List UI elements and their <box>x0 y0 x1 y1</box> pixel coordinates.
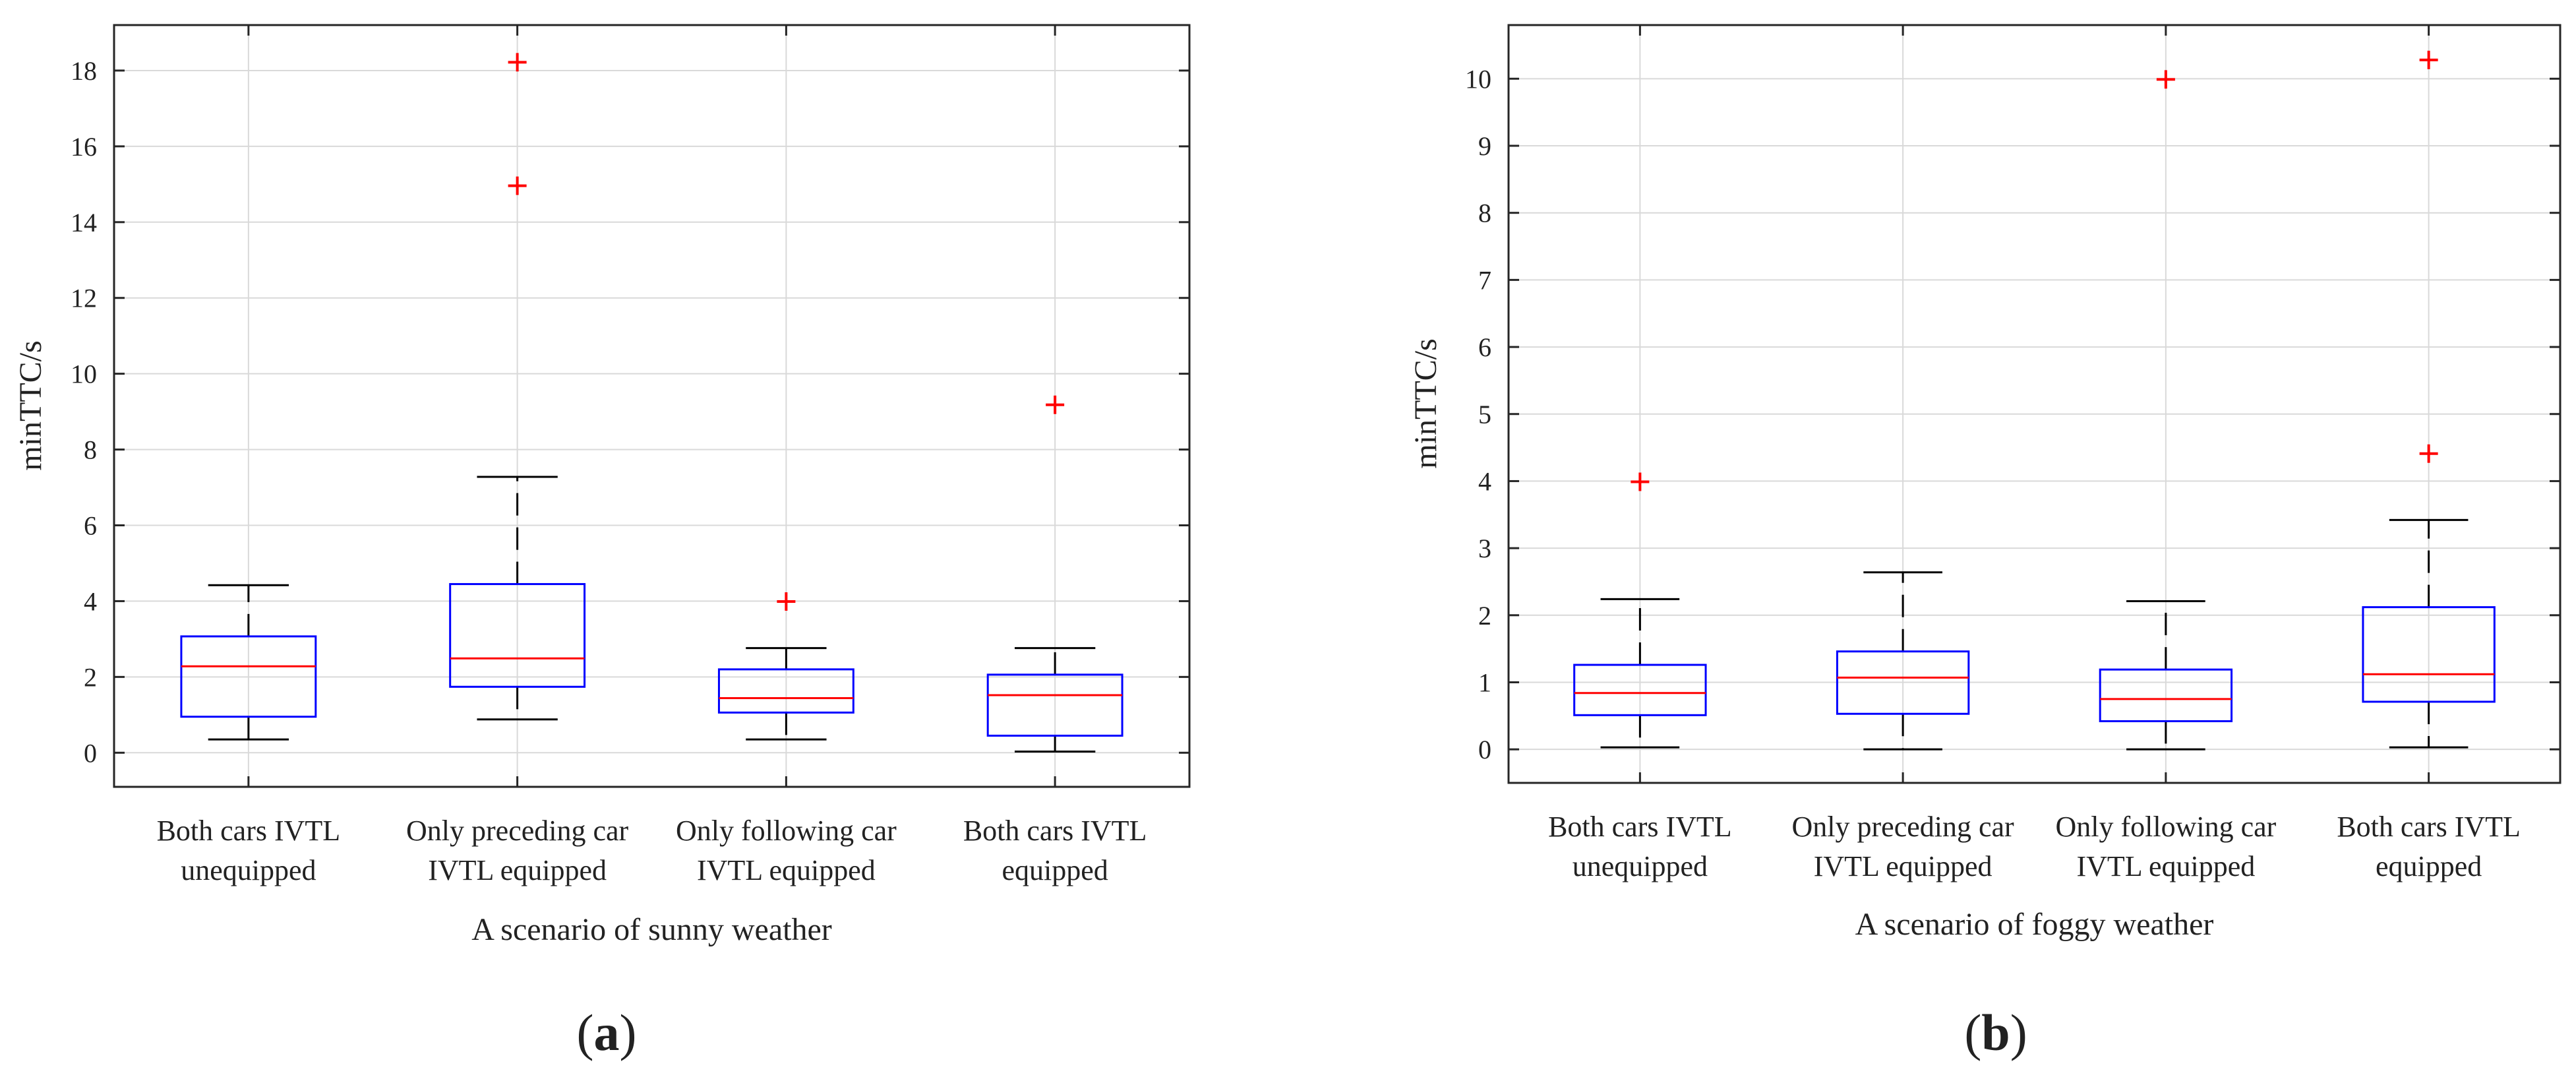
panel-b-foggy: 0 1 2 3 4 5 6 7 8 9 10 Both cars IVTL unequipped Only… <box>1408 24 2561 942</box>
y-tick-label: 0 <box>84 738 97 768</box>
y-tick-label: 6 <box>1478 332 1491 362</box>
box-plot-group <box>449 53 586 721</box>
category-label: equipped <box>2376 850 2482 882</box>
y-tick-label: 0 <box>1478 735 1491 764</box>
x-axis-label: A scenario of sunny weather <box>471 912 832 947</box>
category-label: IVTL equipped <box>697 854 876 886</box>
y-tick-label: 8 <box>84 435 97 465</box>
y-tick-label: 9 <box>1478 131 1491 161</box>
box-plot-group <box>986 395 1123 753</box>
category-label: equipped <box>1002 854 1108 886</box>
panel-label-b: (b) <box>1964 1004 2027 1061</box>
y-tick-label: 10 <box>1465 64 1491 94</box>
y-tick-label: 12 <box>71 284 97 313</box>
box-plot-group <box>180 584 317 741</box>
outlier-marker <box>1631 472 1650 491</box>
category-label: Both cars IVTL <box>157 815 341 847</box>
category-label: unequipped <box>1573 850 1708 882</box>
y-tick-label: 4 <box>1478 466 1491 496</box>
outlier-marker <box>2156 70 2175 89</box>
category-label: Both cars IVTL <box>963 815 1147 847</box>
box-plot-group <box>1573 472 1707 749</box>
category-label: Only preceding car <box>1792 811 2015 843</box>
y-tick-label: 16 <box>71 132 97 162</box>
y-tick-label: 2 <box>84 662 97 692</box>
iqr-box <box>2099 668 2233 722</box>
outlier-marker <box>1046 395 1065 414</box>
box-plot-group <box>2099 70 2233 751</box>
category-label: Both cars IVTL <box>2337 811 2521 843</box>
y-tick-label: 3 <box>1478 534 1491 563</box>
y-tick-label: 1 <box>1478 667 1491 697</box>
plot-frame <box>113 24 1191 788</box>
outlier-marker <box>2419 444 2438 463</box>
category-label: IVTL equipped <box>1814 850 1992 882</box>
category-label: IVTL equipped <box>2076 850 2255 882</box>
y-tick-label: 8 <box>1478 199 1491 228</box>
iqr-box <box>1573 664 1707 716</box>
box-plot-group <box>1836 571 1970 751</box>
iqr-box <box>717 668 854 714</box>
y-tick-label: 5 <box>1478 400 1491 429</box>
y-tick-label: 18 <box>71 56 97 86</box>
category-label: unequipped <box>181 854 316 886</box>
iqr-box <box>449 583 586 688</box>
box-plot-group <box>2362 50 2496 749</box>
outlier-marker <box>508 53 527 72</box>
iqr-box <box>180 635 317 718</box>
y-tick-label: 7 <box>1478 265 1491 295</box>
iqr-box <box>1836 650 1970 715</box>
y-tick-label: 4 <box>84 586 97 616</box>
y-tick-label: 10 <box>71 359 97 389</box>
outlier-marker <box>508 176 527 195</box>
y-tick-label: 14 <box>71 208 97 237</box>
category-label: IVTL equipped <box>428 854 607 886</box>
panel-label-a: (a) <box>577 1004 637 1061</box>
box-plot-group <box>717 592 854 741</box>
outlier-marker <box>2419 50 2438 69</box>
category-label: Both cars IVTL <box>1548 811 1732 843</box>
iqr-box <box>2362 606 2496 703</box>
y-axis-label: minTTC/s <box>1408 338 1443 468</box>
category-label: Only following car <box>2055 811 2276 843</box>
x-axis-label: A scenario of foggy weather <box>1855 907 2214 942</box>
y-tick-label: 6 <box>84 511 97 541</box>
y-tick-label: 2 <box>1478 601 1491 631</box>
category-label: Only following car <box>676 815 897 847</box>
plot-frame <box>1507 24 2561 784</box>
y-axis-label: minTTC/s <box>13 340 48 470</box>
panel-a-sunny: 0 2 4 6 8 10 12 14 16 18 Both cars IVTL unequipped O… <box>13 24 1191 947</box>
iqr-box <box>986 673 1123 737</box>
outlier-marker <box>777 592 796 611</box>
category-label: Only preceding car <box>406 815 629 847</box>
